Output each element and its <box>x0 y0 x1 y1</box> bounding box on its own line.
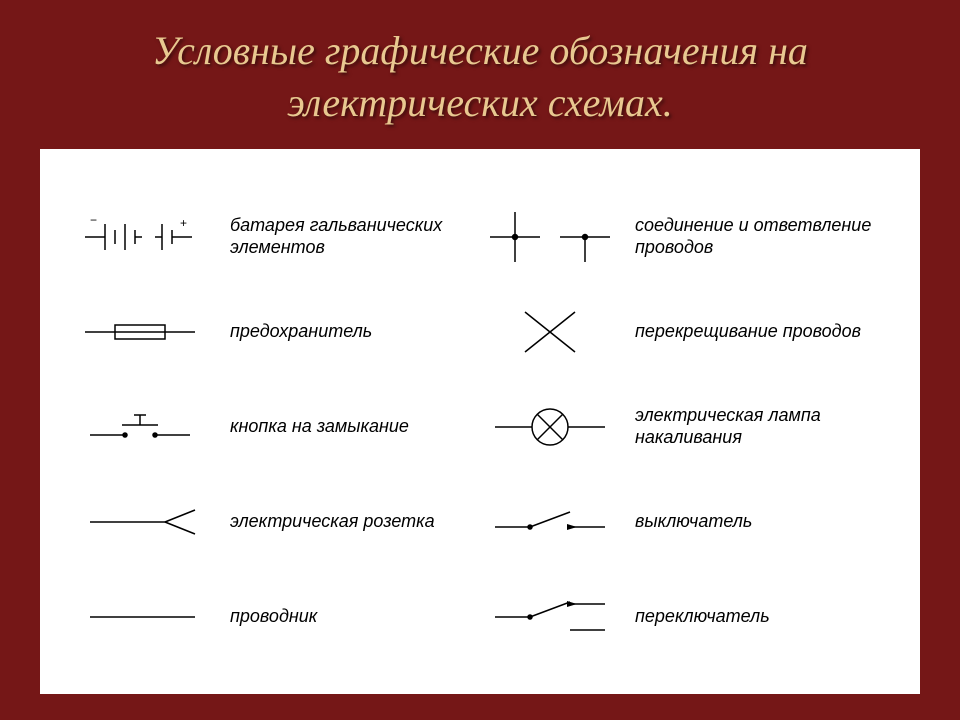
button-label: кнопка на замыкание <box>220 416 409 438</box>
fuse-label: предохранитель <box>220 321 372 343</box>
switch-icon <box>475 492 625 552</box>
right-margin <box>880 179 900 674</box>
cross-icon <box>475 302 625 362</box>
row-lamp: электрическая лампа накаливания <box>475 392 880 462</box>
row-selector: переключатель <box>475 582 880 652</box>
row-conductor: проводник <box>70 582 475 652</box>
button-icon <box>70 397 220 457</box>
row-cross: перекрещивание проводов <box>475 297 880 367</box>
cross-label: перекрещивание проводов <box>625 321 861 343</box>
conductor-icon <box>70 587 220 647</box>
battery-icon: − + <box>70 207 220 267</box>
row-socket: электрическая розетка <box>70 487 475 557</box>
row-button: кнопка на замыкание <box>70 392 475 462</box>
left-column: − + батарея гальванических элементов <box>70 179 475 674</box>
conductor-label: проводник <box>220 606 317 628</box>
selector-label: переключатель <box>625 606 770 628</box>
lamp-label: электрическая лампа накаливания <box>625 405 880 448</box>
right-column: соединение и ответвление проводов перекр… <box>475 179 880 674</box>
socket-label: электрическая розетка <box>220 511 435 533</box>
page-title: Условные графические обозначения на элек… <box>0 0 960 149</box>
svg-text:+: + <box>180 216 187 230</box>
lamp-icon <box>475 397 625 457</box>
switch-label: выключатель <box>625 511 752 533</box>
fuse-icon <box>70 302 220 362</box>
junction-label: соединение и ответвление проводов <box>625 215 880 258</box>
selector-icon <box>475 587 625 647</box>
row-fuse: предохранитель <box>70 297 475 367</box>
symbols-panel: − + батарея гальванических элементов <box>40 149 920 694</box>
svg-text:−: − <box>90 213 97 227</box>
row-switch: выключатель <box>475 487 880 557</box>
row-battery: − + батарея гальванических элементов <box>70 202 475 272</box>
junction-icon <box>475 207 625 267</box>
socket-icon <box>70 492 220 552</box>
battery-label: батарея гальванических элементов <box>220 215 475 258</box>
row-junction: соединение и ответвление проводов <box>475 202 880 272</box>
